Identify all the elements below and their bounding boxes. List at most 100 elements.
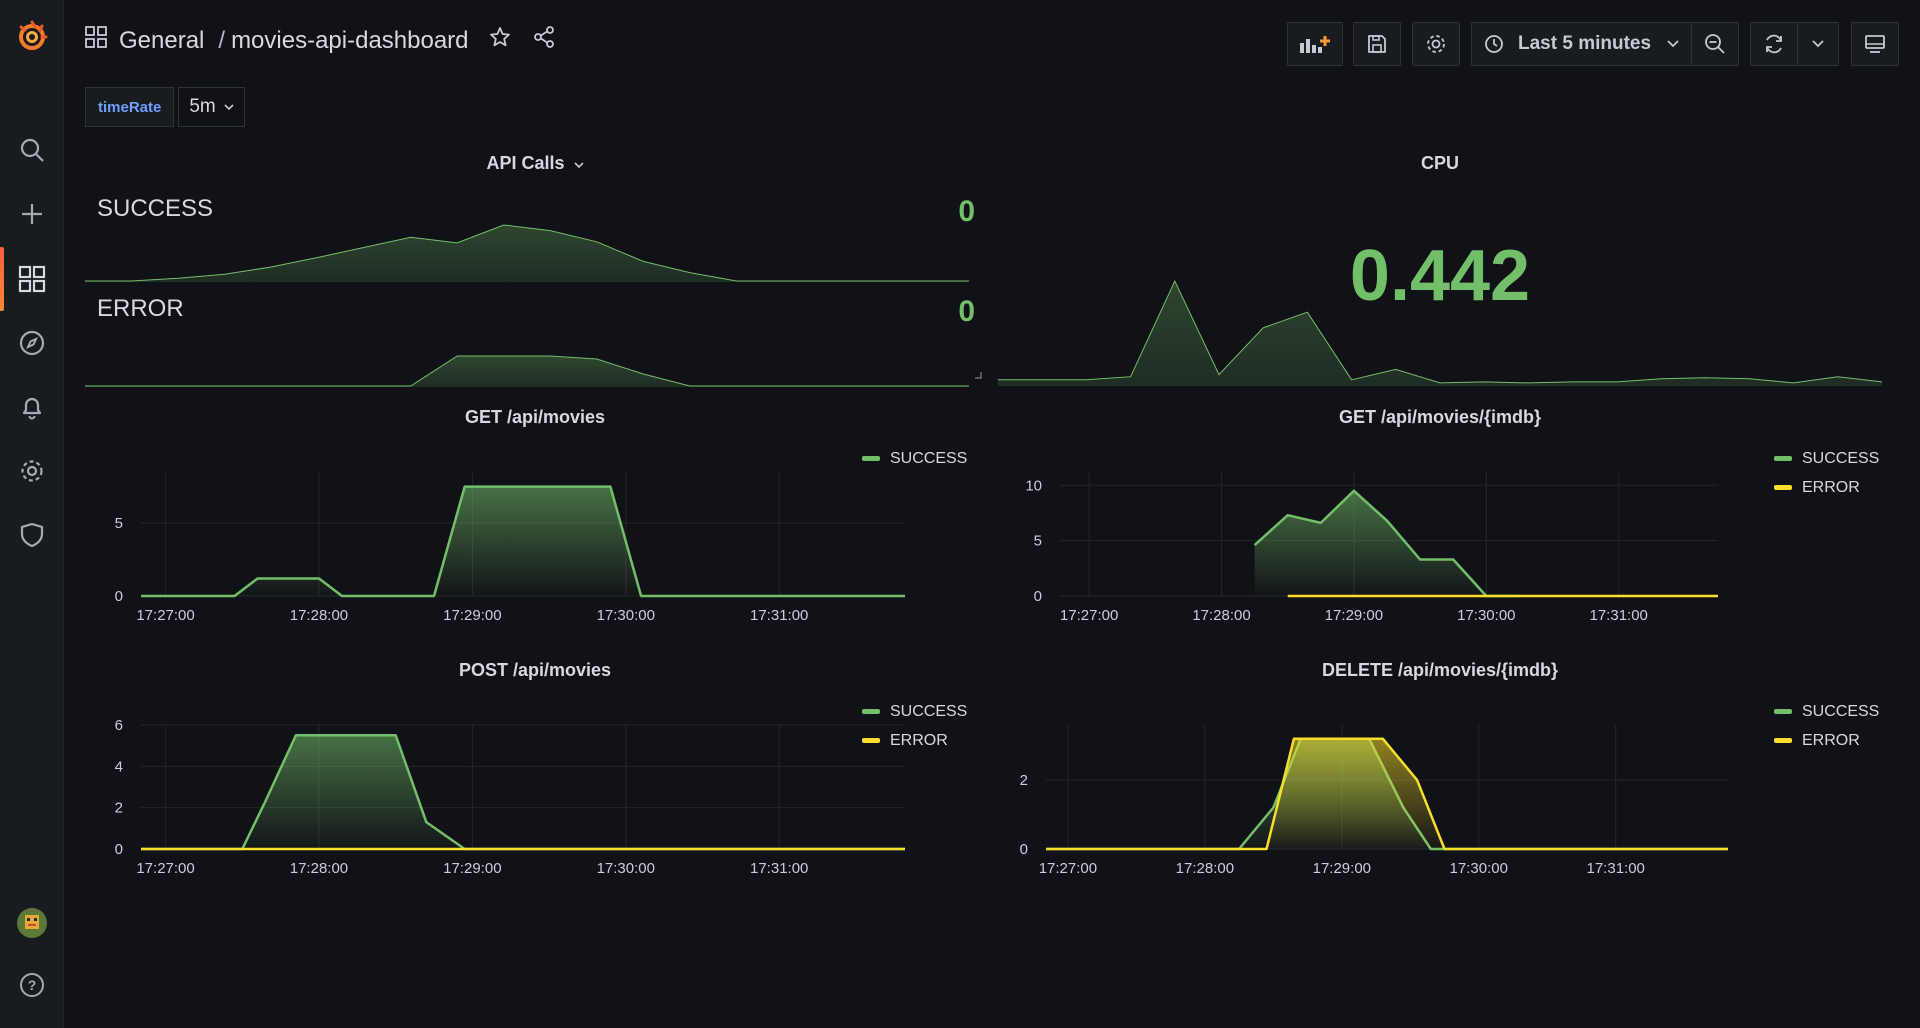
series-area-error: [1046, 738, 1728, 849]
legend-item-error[interactable]: ERROR: [862, 726, 967, 755]
error-sparkline: [85, 355, 969, 387]
refresh-button[interactable]: [1750, 22, 1798, 66]
series-line-error: [1046, 737, 1728, 851]
folder-link[interactable]: General: [119, 26, 205, 54]
series-area-success: [1254, 490, 1520, 596]
legend-item-error[interactable]: ERROR: [1774, 473, 1879, 502]
dashboards-icon[interactable]: [0, 247, 63, 311]
panel-cpu[interactable]: CPU 0.442: [998, 146, 1882, 386]
x-tick-label: 17:28:00: [1176, 860, 1234, 877]
resize-handle-icon[interactable]: [974, 371, 982, 379]
x-tick-label: 17:28:00: [290, 860, 348, 877]
chevron-down-icon: [224, 103, 234, 110]
y-tick-label: 0: [1034, 588, 1042, 605]
legend-item-success[interactable]: SUCCESS: [862, 697, 967, 726]
success-spark-area: [85, 225, 969, 282]
series-area-success: [141, 735, 905, 849]
chevron-down-icon: [1667, 40, 1679, 48]
panel-delete-movie[interactable]: DELETE /api/movies/{imdb} 17:27:00 17:28:…: [998, 653, 1882, 903]
breadcrumb-separator: /: [218, 26, 226, 54]
x-tick-label: 17:27:00: [1060, 607, 1118, 624]
svg-text:?: ?: [27, 977, 36, 993]
y-tick-label: 2: [1020, 772, 1028, 789]
x-tick-label: 17:27:00: [136, 607, 194, 624]
y-tick-label: 2: [115, 800, 123, 817]
top-navbar: General / movies-api-dashboard Last 5 mi…: [63, 0, 1920, 86]
y-tick-label: 0: [115, 841, 123, 858]
zoom-out-button[interactable]: [1691, 22, 1739, 66]
y-tick-label: 4: [115, 758, 123, 775]
legend-item-success[interactable]: SUCCESS: [862, 444, 967, 473]
x-tick-label: 17:28:00: [290, 607, 348, 624]
legend-item-error[interactable]: ERROR: [1774, 726, 1879, 755]
panel-title-wrap[interactable]: API Calls: [85, 153, 985, 174]
chart-delete-movie: 17:27:00 17:28:00 17:29:00 17:30:00 17:31:00…: [1020, 725, 1728, 877]
x-tick-label: 17:30:00: [1450, 860, 1508, 877]
x-tick-label: 17:31:00: [750, 860, 808, 877]
panel-get-movie-imdb[interactable]: GET /api/movies/{imdb} 17:27:00 17:28:00 1…: [998, 400, 1882, 650]
chart-legend: SUCCESS ERROR: [1774, 444, 1879, 502]
chart-get-movie-imdb: 17:27:00 17:28:00 17:29:00 17:30:00 17:31:00…: [1025, 472, 1718, 624]
x-tick-label: 17:31:00: [1587, 860, 1645, 877]
series-line-success: [1253, 489, 1520, 598]
help-icon[interactable]: ?: [0, 963, 63, 1007]
series-line-success: [141, 485, 905, 598]
y-tick-label: 6: [115, 717, 123, 734]
time-range-picker[interactable]: Last 5 minutes: [1471, 22, 1692, 66]
variable-label-timerate: timeRate: [85, 87, 175, 127]
x-tick-label: 17:27:00: [1039, 860, 1097, 877]
legend-label: SUCCESS: [890, 702, 968, 720]
x-tick-label: 17:29:00: [443, 860, 501, 877]
user-avatar[interactable]: [0, 901, 63, 945]
legend-item-success[interactable]: SUCCESS: [1774, 697, 1879, 726]
grafana-logo-icon[interactable]: [0, 14, 63, 58]
chart-get-movies: 17:27:00 17:28:00 17:29:00 17:30:00 17:31:00…: [115, 472, 905, 624]
x-tick-label: 17:31:00: [750, 607, 808, 624]
tv-mode-button[interactable]: [1851, 22, 1899, 66]
add-panel-icon: [1300, 36, 1330, 53]
legend-swatch: [1774, 456, 1792, 461]
cpu-spark-area: [998, 281, 1882, 386]
dashboard-settings-button[interactable]: [1412, 22, 1460, 66]
time-range-label: Last 5 minutes: [1518, 33, 1652, 54]
x-tick-label: 17:29:00: [1325, 607, 1383, 624]
panel-api-calls[interactable]: API Calls SUCCESS 0 ERROR 0: [85, 146, 985, 387]
panel-title: API Calls: [486, 153, 565, 173]
error-spark-area: [85, 356, 969, 387]
stat-error-value: 0: [958, 295, 975, 328]
add-panel-button[interactable]: [1287, 22, 1343, 66]
dashboard-title[interactable]: movies-api-dashboard: [231, 26, 469, 54]
sidebar: ?: [0, 0, 64, 1028]
panel-title: POST /api/movies: [458, 660, 612, 680]
x-tick-label: 17:30:00: [1457, 607, 1515, 624]
legend-item-success[interactable]: SUCCESS: [1774, 444, 1879, 473]
legend-label: ERROR: [1802, 731, 1860, 749]
configuration-gear-icon[interactable]: [0, 449, 63, 493]
stat-success-value: 0: [958, 195, 975, 228]
x-tick-label: 17:31:00: [1590, 607, 1648, 624]
stat-success-label: SUCCESS: [97, 195, 214, 222]
panel-title: CPU: [1420, 153, 1459, 173]
panel-get-movies[interactable]: GET /api/movies 17:27:00 17:28:00 17:29:00…: [85, 400, 985, 650]
clock-icon: [1485, 35, 1503, 53]
panel-post-movies[interactable]: POST /api/movies 17:27:00 17:28:00 17:29:0…: [85, 653, 985, 903]
chart-legend: SUCCESS: [862, 444, 967, 473]
error-spark-line: [85, 355, 969, 387]
save-dashboard-button[interactable]: [1353, 22, 1401, 66]
x-tick-label: 17:30:00: [597, 607, 655, 624]
success-sparkline: [85, 224, 969, 282]
explore-compass-icon[interactable]: [0, 321, 63, 365]
template-variables: timeRate 5m: [85, 87, 245, 127]
cpu-spark-line: [998, 279, 1882, 384]
variable-select-timerate[interactable]: 5m: [178, 87, 245, 127]
server-admin-shield-icon[interactable]: [0, 513, 63, 557]
share-icon[interactable]: [533, 26, 555, 55]
refresh-interval-dropdown[interactable]: [1797, 22, 1839, 66]
legend-label: SUCCESS: [1802, 702, 1880, 720]
panel-title: GET /api/movies: [464, 407, 606, 427]
create-plus-icon[interactable]: [0, 192, 63, 236]
alerting-bell-icon[interactable]: [0, 385, 63, 429]
search-icon[interactable]: [0, 128, 63, 172]
star-icon[interactable]: [489, 26, 511, 55]
x-tick-label: 17:29:00: [1313, 860, 1371, 877]
